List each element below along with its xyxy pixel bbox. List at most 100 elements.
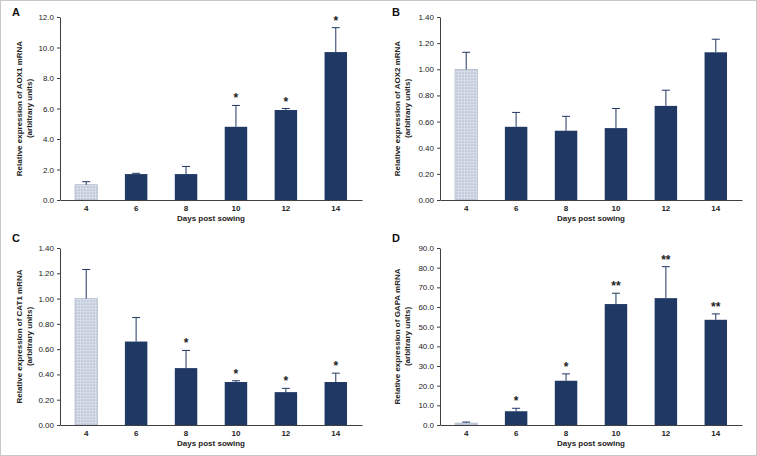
y-tick: 0.20 — [418, 170, 440, 179]
x-tick-label: 6 — [134, 204, 139, 213]
y-tick-mark — [57, 48, 60, 49]
error-bar-stem — [186, 350, 187, 368]
y-tick: 10.0 — [38, 44, 60, 53]
significance-mark: ** — [711, 300, 721, 314]
error-bar — [662, 90, 670, 106]
y-tick: 20.0 — [418, 382, 440, 391]
error-bar-cap — [182, 166, 190, 167]
error-bar-cap — [462, 422, 470, 423]
y-tick-label: 0.0 — [423, 421, 435, 430]
error-bar — [332, 28, 340, 52]
error-bar-stem — [715, 314, 716, 320]
y-tick-mark — [57, 139, 60, 140]
x-tick: 6 — [134, 200, 139, 213]
y-axis: 0.02.04.06.08.010.012.0 — [38, 13, 60, 205]
y-tick-mark — [437, 268, 440, 269]
x-tick-label: 12 — [281, 204, 290, 213]
y-axis-title: Relative expression of AOX1 mRNA — [15, 41, 24, 177]
x-axis: 468101214 — [61, 200, 363, 213]
x-tick-label: 12 — [661, 429, 670, 438]
error-bar — [462, 422, 470, 424]
error-bar — [612, 293, 620, 304]
significance-mark: ** — [661, 253, 671, 267]
y-axis-title: Relative expression of AOX2 mRNA — [393, 41, 402, 177]
x-tick: 12 — [281, 425, 290, 438]
y-tick-mark — [437, 327, 440, 328]
error-bar — [712, 39, 720, 52]
y-tick-mark — [57, 170, 60, 171]
x-tick: 14 — [711, 425, 720, 438]
x-tick: 6 — [134, 425, 139, 438]
y-tick-mark — [437, 287, 440, 288]
figure: 0.02.04.06.08.010.012.0468101214***Days … — [0, 0, 757, 456]
y-tick-label: 60.0 — [418, 303, 434, 312]
y-axis-title: Relative expression of GAPA mRNA — [393, 268, 402, 404]
error-bar-stem — [136, 318, 137, 342]
x-tick-label: 4 — [84, 204, 89, 213]
y-tick-label: 0.0 — [43, 196, 55, 205]
panel-letter: D — [392, 232, 400, 244]
y-tick-label: 0.80 — [418, 91, 434, 100]
y-tick-mark — [57, 400, 60, 401]
y-tick-mark — [437, 248, 440, 249]
bar — [225, 127, 247, 200]
y-tick-label: 50.0 — [418, 323, 434, 332]
error-bar-stem — [335, 373, 336, 382]
x-tick: 8 — [564, 200, 569, 213]
y-tick: 90.0 — [418, 244, 440, 253]
error-bar-stem — [285, 388, 286, 392]
bar — [505, 127, 527, 200]
plot-area — [455, 39, 727, 200]
x-axis-line — [61, 200, 363, 201]
y-axis-line — [60, 18, 61, 201]
x-tick-label: 10 — [612, 204, 621, 213]
panel: 0.010.020.030.040.050.060.070.080.090.04… — [392, 232, 743, 448]
error-bar — [132, 173, 140, 175]
error-bar-cap — [82, 269, 90, 270]
panel: 0.000.200.400.600.801.001.201.4046810121… — [12, 232, 363, 448]
y-tick-label: 0.40 — [38, 370, 54, 379]
y-axis-title: (arbitrary units) — [25, 307, 34, 366]
y-axis-title: Relative expression of CAT1 mRNA — [15, 269, 24, 403]
error-bar — [712, 314, 720, 320]
bar — [125, 342, 147, 425]
y-axis-line — [440, 18, 441, 201]
y-tick-mark — [437, 148, 440, 149]
y-tick: 30.0 — [418, 362, 440, 371]
x-tick: 8 — [184, 425, 189, 438]
error-bar — [182, 350, 190, 368]
error-bar-stem — [665, 90, 666, 106]
error-bar — [332, 373, 340, 382]
y-tick: 0.40 — [38, 370, 60, 379]
y-tick-mark — [437, 405, 440, 406]
error-bar-stem — [566, 374, 567, 381]
error-bar — [282, 388, 290, 392]
y-tick-mark — [57, 200, 60, 201]
significance-mark: * — [333, 14, 338, 28]
x-tick-label: 8 — [184, 204, 189, 213]
y-tick-label: 0.80 — [38, 320, 54, 329]
y-tick-label: 1.00 — [418, 65, 434, 74]
y-tick-label: 30.0 — [418, 362, 434, 371]
panel: 0.02.04.06.08.010.012.0468101214***Days … — [12, 6, 363, 223]
y-tick: 0.80 — [418, 91, 440, 100]
significance-mark: * — [234, 91, 239, 105]
y-tick-mark — [437, 346, 440, 347]
y-tick-label: 6.0 — [43, 105, 55, 114]
x-tick: 4 — [84, 425, 89, 438]
error-bar-stem — [186, 166, 187, 174]
y-tick: 8.0 — [43, 74, 60, 83]
y-tick-mark — [57, 109, 60, 110]
y-tick-label: 0.20 — [418, 170, 434, 179]
error-bar-stem — [235, 105, 236, 126]
x-tick-label: 14 — [711, 429, 720, 438]
error-bar-cap — [132, 173, 140, 174]
y-axis: 0.000.200.400.600.801.001.201.40 — [38, 244, 60, 430]
y-tick-mark — [437, 174, 440, 175]
bar — [175, 368, 197, 425]
error-bar-stem — [715, 39, 716, 52]
y-tick-mark — [57, 374, 60, 375]
error-bar — [82, 182, 90, 185]
y-tick-mark — [437, 200, 440, 201]
x-axis-title: Days post sowing — [177, 214, 245, 223]
